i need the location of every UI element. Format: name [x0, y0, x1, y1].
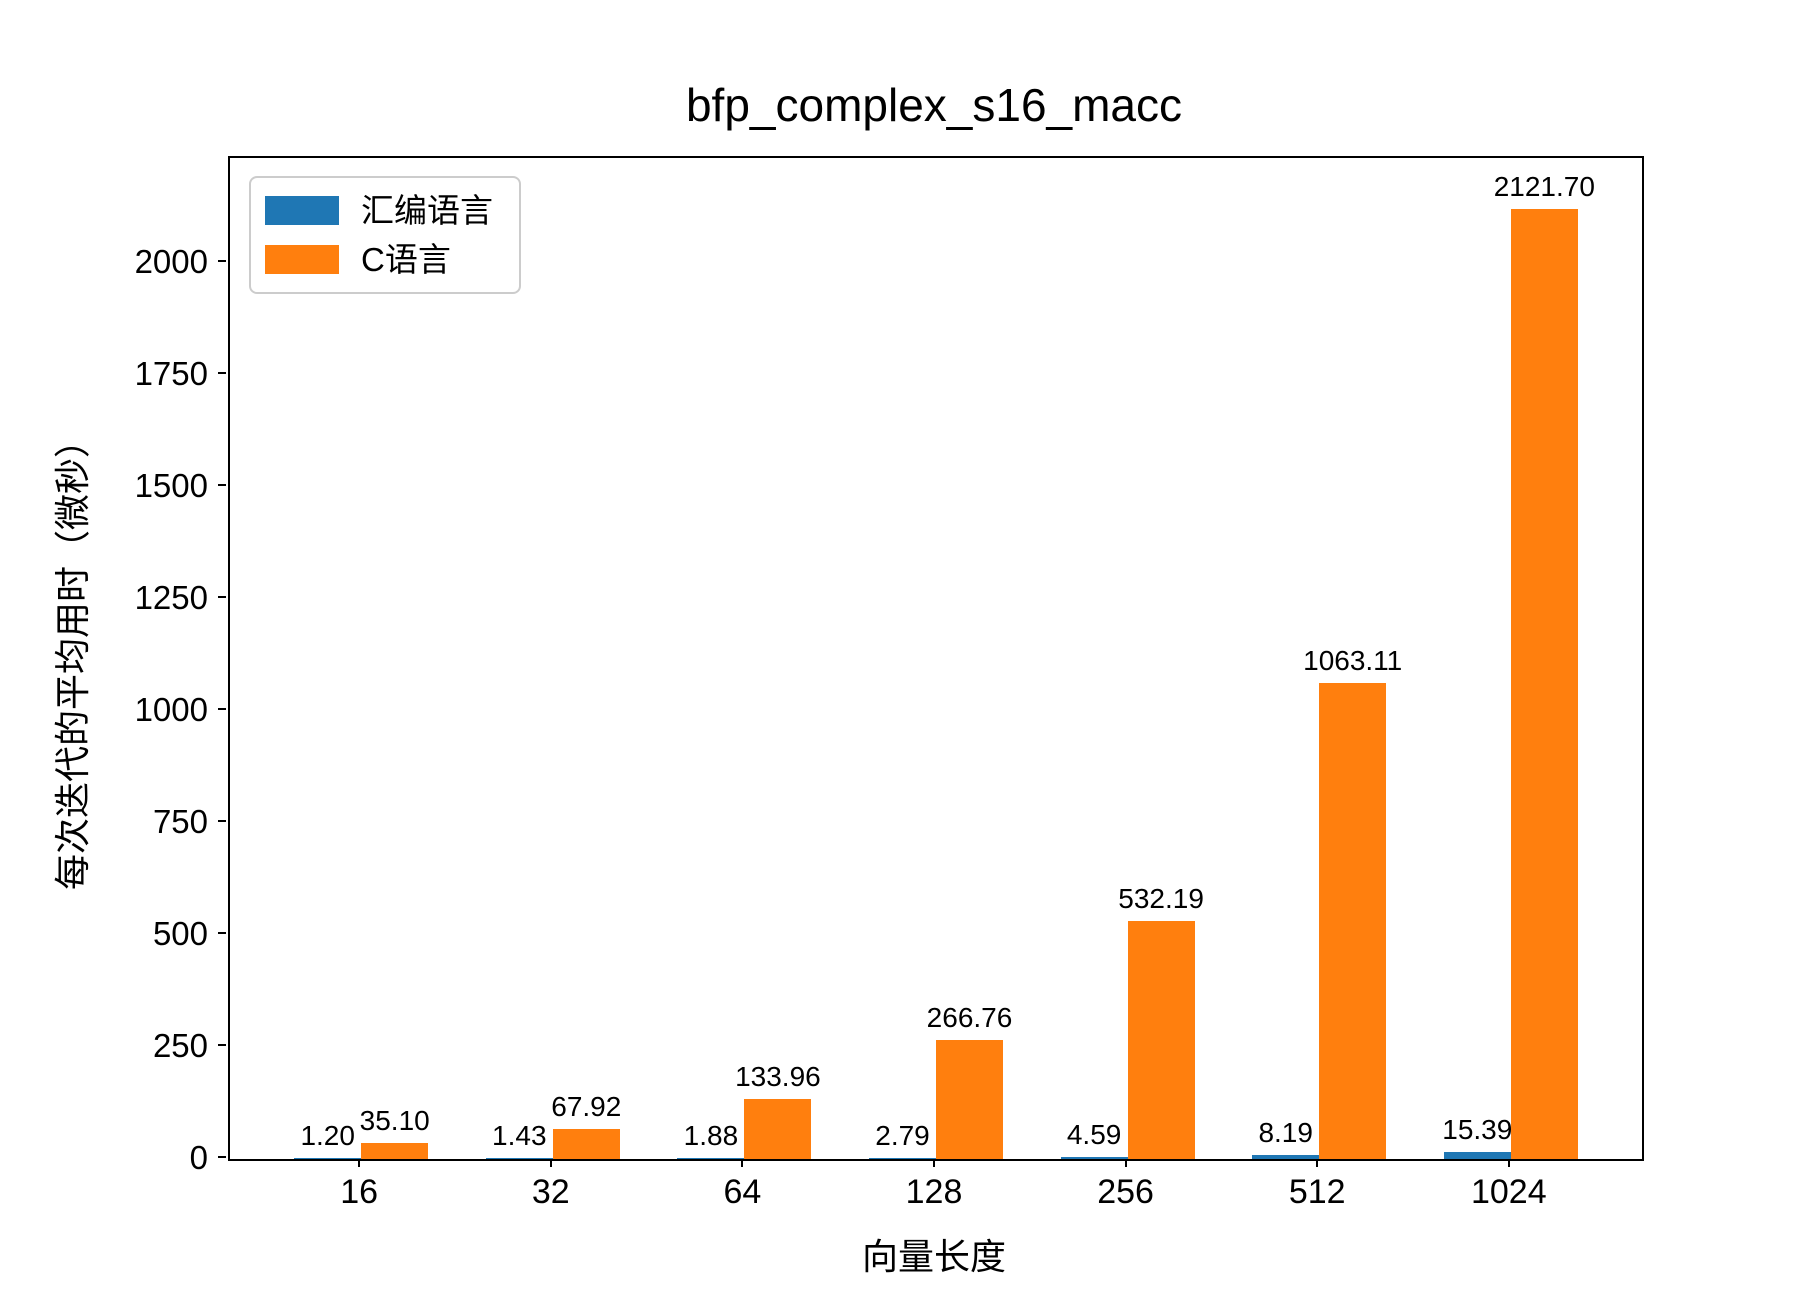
plot-area: 1.20 35.10 1.43 67.92 1.88 133.96 2.79 266.76 4.… [228, 156, 1644, 1161]
y-tick-label: 0 [189, 1139, 208, 1176]
bar-value-label: 1.43 [492, 1120, 547, 1152]
bar-value-label: 133.96 [735, 1061, 821, 1092]
y-tick-mark [218, 932, 226, 935]
bar-汇编语言-16 [294, 1158, 362, 1159]
bar-value-label: 1063.11 [1303, 644, 1403, 676]
y-tick-label: 500 [152, 915, 208, 953]
bar-value-label: 2.79 [875, 1119, 930, 1151]
legend-item-C语言: C语言 [265, 243, 493, 276]
x-tick-label-256: 256 [1097, 1173, 1154, 1211]
bar-汇编语言-128 [869, 1157, 936, 1159]
bar-value-label: 8.19 [1258, 1117, 1313, 1149]
y-tick-mark [218, 1044, 226, 1046]
bar-汇编语言-32 [485, 1158, 553, 1159]
x-tick-label-1024: 1024 [1470, 1173, 1547, 1211]
bar-value-label: 2121.70 [1493, 170, 1595, 202]
y-tick-mark [218, 708, 226, 711]
bar-value-label: 15.39 [1442, 1114, 1513, 1146]
bar-C语言-256 [1127, 920, 1195, 1159]
bar-汇编语言-1024 [1443, 1152, 1511, 1159]
bar-C语言-128 [936, 1039, 1003, 1159]
x-axis-label: 向量长度 [861, 1236, 1006, 1277]
y-tick-label: 1500 [134, 467, 208, 505]
x-tick-mark [1124, 1159, 1127, 1167]
bar-汇编语言-512 [1252, 1155, 1320, 1159]
legend-label: 汇编语言 [361, 192, 493, 229]
bar-value-label: 532.19 [1118, 882, 1204, 914]
bar-C语言-512 [1319, 682, 1387, 1159]
chart-title: bfp_complex_s16_macc [685, 79, 1183, 131]
y-tick-label: 750 [152, 803, 208, 841]
x-tick-label-128: 128 [905, 1173, 963, 1211]
legend-swatch-icon [265, 196, 339, 225]
x-tick-mark [549, 1159, 552, 1167]
x-tick-mark [933, 1159, 935, 1167]
legend: 汇编语言 C语言 [249, 176, 521, 294]
bar-value-label: 266.76 [926, 1001, 1013, 1033]
x-tick-label-512: 512 [1288, 1173, 1346, 1211]
x-tick-mark [1507, 1159, 1510, 1167]
y-tick-mark [218, 596, 226, 599]
bar-C语言-16 [361, 1143, 429, 1159]
x-tick-mark [1316, 1159, 1319, 1167]
bar-C语言-1024 [1510, 208, 1578, 1159]
bar-C语言-32 [552, 1128, 620, 1159]
bar-value-label: 4.59 [1066, 1118, 1122, 1150]
legend-swatch-icon [265, 245, 339, 274]
legend-label: C语言 [361, 241, 451, 278]
x-tick-label-64: 64 [723, 1173, 762, 1211]
y-tick-mark [218, 820, 226, 823]
bar-value-label: 67.92 [551, 1090, 622, 1122]
bar-汇编语言-64 [677, 1158, 745, 1159]
y-tick-mark [218, 372, 226, 375]
bar-value-label: 1.20 [300, 1120, 355, 1152]
bar-value-label: 35.10 [359, 1105, 430, 1137]
y-tick-label: 1750 [134, 355, 208, 393]
bar-汇编语言-256 [1060, 1156, 1128, 1159]
x-tick-label-16: 16 [340, 1173, 379, 1211]
x-tick-label-32: 32 [531, 1173, 570, 1211]
y-tick-mark [218, 1156, 226, 1158]
x-tick-mark [358, 1159, 361, 1167]
y-tick-label: 1000 [134, 691, 208, 729]
y-tick-label: 1250 [134, 579, 208, 617]
y-tick-label: 250 [152, 1027, 208, 1064]
legend-item-汇编语言: 汇编语言 [265, 194, 493, 227]
y-tick-label: 2000 [134, 243, 208, 281]
y-tick-mark [218, 484, 226, 487]
x-tick-mark [741, 1159, 744, 1167]
y-tick-mark [218, 260, 226, 263]
bar-value-label: 1.88 [683, 1120, 739, 1152]
bar-C语言-64 [744, 1099, 812, 1159]
